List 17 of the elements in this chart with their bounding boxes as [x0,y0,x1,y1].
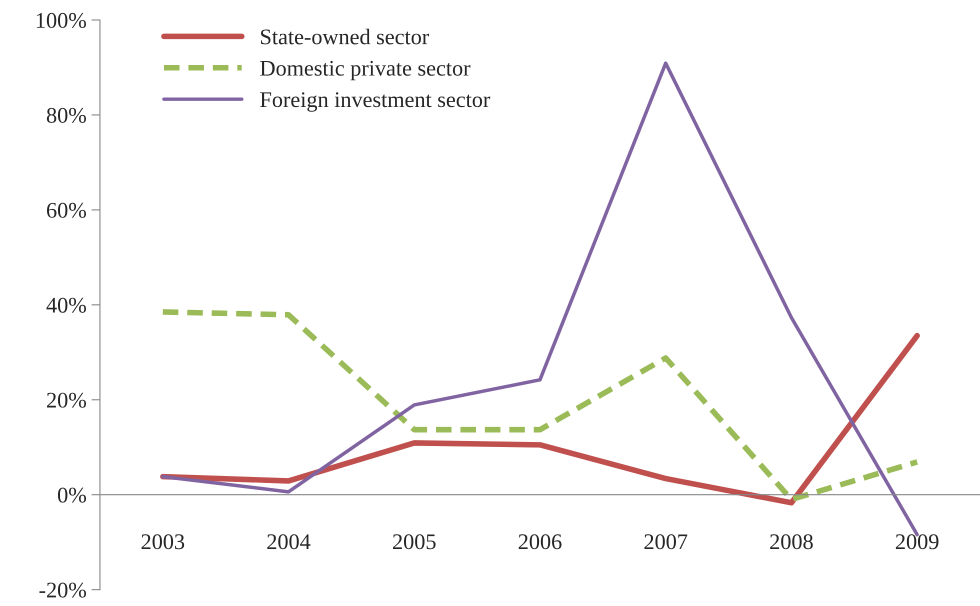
x-tick-label: 2007 [644,534,688,550]
legend-label: Domestic private sector [260,60,470,80]
x-tick-label: 2004 [267,534,310,550]
y-tick-label: 100% [36,12,86,28]
y-tick-label: 40% [46,298,86,313]
x-tick-label: 2009 [896,534,938,550]
x-tick-label: 2006 [518,534,562,550]
y-tick-label: -20% [39,582,86,598]
y-tick-label: 20% [47,392,86,408]
x-tick-label: 2005 [393,534,436,550]
x-tick-label: 2003 [142,534,184,550]
y-tick-label: 60% [46,202,86,218]
y-tick-label: 80% [46,108,86,123]
x-tick-label: 2008 [770,534,813,550]
legend-label: Foreign investment sector [260,92,490,112]
y-tick-label: 0% [58,488,86,503]
legend-label: State-owned sector [261,28,430,44]
